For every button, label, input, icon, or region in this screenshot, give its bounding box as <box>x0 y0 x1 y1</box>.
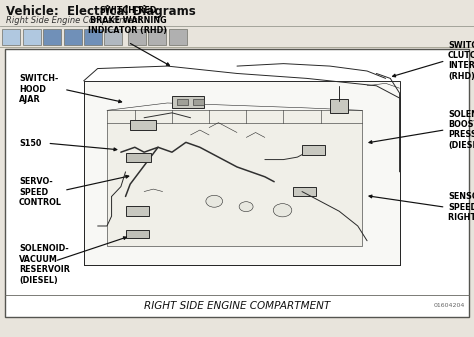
Text: 01604204: 01604204 <box>433 303 465 308</box>
Text: SWITCH-
HOOD
AJAR: SWITCH- HOOD AJAR <box>19 74 58 104</box>
Bar <box>2 29 20 45</box>
Bar <box>107 110 363 246</box>
Bar <box>148 29 166 45</box>
Bar <box>126 206 149 216</box>
Text: SWITCH-
CLUTCH
INTERLOCK
(RHD): SWITCH- CLUTCH INTERLOCK (RHD) <box>448 40 474 81</box>
Text: SENSOR-WHEEL
SPEED-ABS-
RIGHT FRONT: SENSOR-WHEEL SPEED-ABS- RIGHT FRONT <box>448 192 474 222</box>
Bar <box>126 153 151 162</box>
Text: SOLENOID-
VACUUM
RESERVOIR
(DIESEL): SOLENOID- VACUUM RESERVOIR (DIESEL) <box>19 244 70 285</box>
Bar <box>169 29 187 45</box>
Text: S150: S150 <box>19 139 41 148</box>
Circle shape <box>206 195 223 207</box>
Bar <box>5 49 469 317</box>
Text: RIGHT SIDE ENGINE COMPARTMENT: RIGHT SIDE ENGINE COMPARTMENT <box>144 301 330 311</box>
Bar <box>172 96 204 108</box>
Bar <box>293 187 316 196</box>
Bar <box>0 26 474 47</box>
Text: Right Side Engine Compartment: Right Side Engine Compartment <box>6 17 141 25</box>
Bar <box>130 120 155 130</box>
Bar <box>126 230 149 238</box>
Bar <box>302 145 325 155</box>
Bar <box>193 99 204 105</box>
Bar <box>104 29 122 45</box>
Bar <box>177 99 188 105</box>
Text: SERVO-
SPEED
CONTROL: SERVO- SPEED CONTROL <box>19 177 62 207</box>
Bar <box>84 81 400 265</box>
Bar <box>43 29 61 45</box>
Text: SOLENOID-
BOOST
PRESSURE
(DIESEL): SOLENOID- BOOST PRESSURE (DIESEL) <box>448 110 474 150</box>
Bar <box>64 29 82 45</box>
Bar <box>23 29 41 45</box>
Circle shape <box>273 204 292 217</box>
Bar <box>0 0 474 39</box>
Bar <box>128 29 146 45</box>
Bar <box>330 99 348 113</box>
Bar <box>84 29 102 45</box>
Text: SWITCH-RED
BRAKE WARNING
INDICATOR (RHD): SWITCH-RED BRAKE WARNING INDICATOR (RHD) <box>89 6 167 35</box>
Circle shape <box>239 202 253 212</box>
Text: Vehicle:  Electrical Diagrams: Vehicle: Electrical Diagrams <box>6 5 195 18</box>
